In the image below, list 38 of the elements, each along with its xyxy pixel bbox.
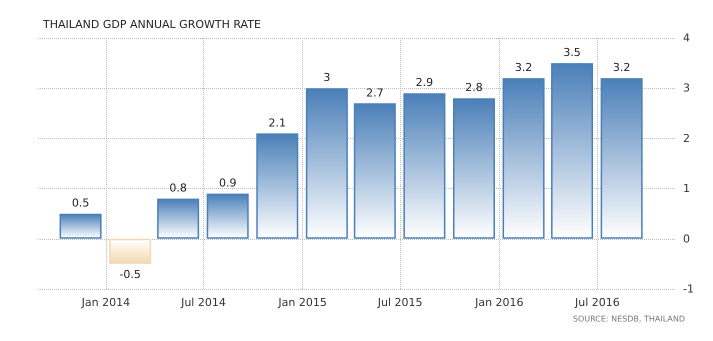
bar: [157, 198, 200, 239]
data-label: 3.2: [612, 61, 630, 74]
x-tick-label: Jan 2016: [474, 296, 524, 309]
data-label: 3.5: [563, 46, 581, 60]
data-label: -0.5: [119, 268, 141, 281]
bar: [452, 98, 495, 239]
x-tick-label: Jul 2014: [180, 296, 226, 309]
x-tick-label: Jan 2015: [277, 296, 327, 309]
x-tick-label: Jul 2016: [574, 296, 620, 309]
source-note: SOURCE: NESDB, THAILAND: [572, 314, 686, 324]
bar: [109, 238, 152, 264]
bar: [403, 93, 446, 239]
y-tick-label: 1: [683, 182, 690, 196]
chart-title: THAILAND GDP ANNUAL GROWTH RATE: [42, 18, 261, 31]
data-label: 0.8: [169, 182, 187, 195]
bar: [600, 78, 643, 239]
bar: [256, 133, 298, 239]
y-tick-label: 3: [683, 82, 690, 95]
y-tick-label: 4: [683, 32, 690, 44]
bar: [60, 214, 102, 239]
data-label: 3: [323, 71, 330, 84]
bar: [206, 194, 249, 239]
data-label: 2.9: [416, 76, 434, 90]
data-label: 0.5: [72, 196, 90, 210]
bar: [306, 88, 348, 239]
y-tick-label: 2: [683, 132, 690, 145]
x-tick-label: Jan 2014: [80, 296, 130, 309]
bar: [502, 78, 545, 239]
y-tick-label: -1: [683, 282, 694, 296]
data-label: 0.9: [218, 176, 236, 190]
x-tick-label: Jul 2015: [376, 296, 423, 309]
bar: [354, 103, 396, 239]
y-tick-label: 0: [683, 232, 690, 246]
data-label: 2.1: [268, 116, 286, 130]
data-label: 2.8: [465, 81, 483, 94]
bar: [551, 63, 594, 239]
data-label: 3.2: [514, 61, 532, 74]
data-label: 2.7: [366, 86, 384, 100]
